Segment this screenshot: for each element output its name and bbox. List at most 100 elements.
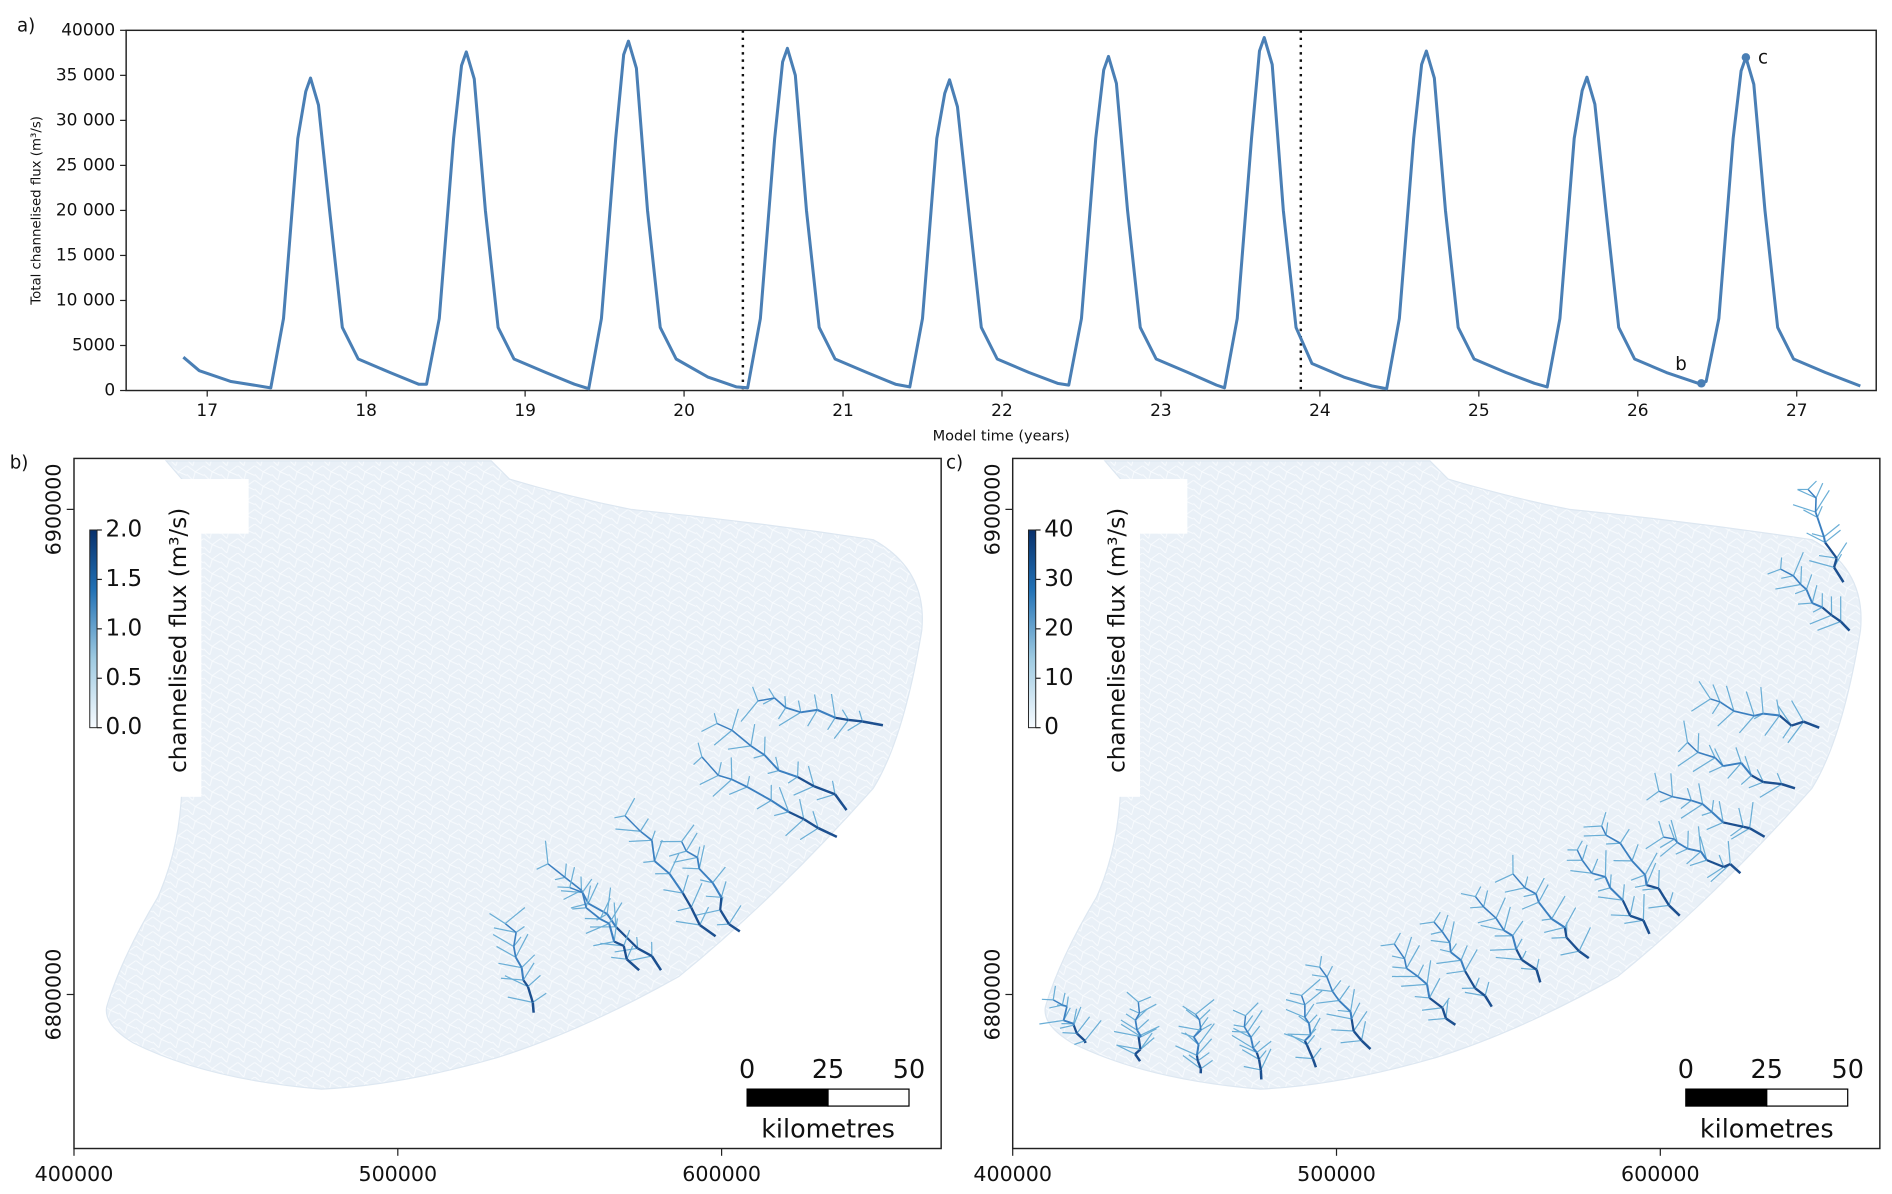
channel: [1511, 935, 1518, 950]
channel-branch: [1686, 851, 1702, 865]
channel: [1257, 1059, 1263, 1071]
channel-branch: [1504, 887, 1525, 893]
channel-branch: [626, 945, 634, 960]
channel-branch: [1817, 620, 1841, 631]
channel-branch: [585, 923, 610, 935]
channel-branch: [663, 889, 683, 894]
channel: [1417, 975, 1428, 986]
colorbar-tick-label: 20: [1044, 615, 1073, 641]
channel-branch: [1351, 1002, 1361, 1020]
channel: [1749, 827, 1766, 838]
channel: [1441, 931, 1451, 944]
notch: [200, 479, 249, 534]
channel: [1198, 1019, 1202, 1031]
channel-branch: [774, 811, 789, 817]
scale-bar-segment: [1685, 1088, 1768, 1107]
channel-branch: [1178, 1025, 1202, 1031]
channel-branch: [1605, 822, 1609, 836]
channel: [1521, 958, 1538, 971]
channel: [1403, 958, 1408, 969]
channel: [1646, 883, 1659, 890]
channel-branch: [1196, 1038, 1213, 1056]
channel: [1250, 1037, 1255, 1049]
channel-branch: [673, 856, 698, 863]
channel: [1816, 517, 1825, 538]
scale-bar-label: 25: [812, 1055, 844, 1085]
channel: [1604, 876, 1612, 889]
channel-branch: [1241, 1049, 1260, 1060]
channel-branch: [1551, 895, 1566, 920]
x-tick-label: 19: [514, 401, 536, 421]
channel-branch: [1258, 1050, 1267, 1060]
channel-branch: [1470, 906, 1484, 909]
channel-branch: [1195, 999, 1215, 1015]
channel-branch: [1780, 557, 1783, 570]
channel-branch: [564, 863, 567, 878]
channel-branch: [1730, 826, 1744, 837]
channel: [1192, 1036, 1200, 1046]
channel-branch: [1791, 700, 1805, 722]
channel: [1714, 757, 1724, 767]
channel-branch: [1449, 921, 1455, 943]
channel: [1750, 774, 1764, 784]
channel: [1781, 782, 1796, 790]
channel-branch: [1576, 840, 1583, 851]
channel-branch: [1441, 914, 1449, 932]
channel-branch: [515, 933, 529, 958]
channel-branch: [1787, 721, 1805, 744]
channel: [1672, 795, 1692, 802]
channel-branch: [1393, 932, 1401, 945]
channel: [1352, 1030, 1363, 1042]
y-axis-label: Total channelised flux (m³/s): [29, 116, 44, 306]
channel-branch: [1699, 836, 1708, 861]
x-tick-label: 400000: [35, 1162, 114, 1186]
channel-branch: [1708, 744, 1716, 758]
channel: [1740, 762, 1753, 777]
colorbar-tick-label: 0.0: [106, 714, 143, 740]
channel-branch: [593, 940, 615, 947]
channel: [1591, 872, 1606, 878]
channel-branch: [682, 867, 700, 870]
channel: [1821, 606, 1833, 617]
channel: [625, 958, 640, 972]
channel-branch: [1138, 1025, 1160, 1037]
channel: [1814, 511, 1819, 518]
channel: [797, 775, 815, 788]
channel-branch: [1464, 991, 1486, 997]
scale-bar-segment: [827, 1088, 910, 1107]
channel-branch: [793, 785, 815, 796]
channel-branch: [1797, 602, 1813, 605]
channel: [1710, 698, 1721, 703]
channel-branch: [1421, 1007, 1443, 1011]
channel: [1657, 887, 1671, 907]
channel-branch: [807, 709, 818, 727]
channel: [564, 876, 582, 891]
channel-branch: [1680, 803, 1703, 819]
channel: [711, 882, 723, 898]
channel: [1524, 887, 1537, 895]
channel: [1483, 906, 1497, 919]
channel-branch: [847, 720, 863, 732]
channel-branch: [614, 815, 626, 819]
channel: [1723, 862, 1731, 869]
channel-branch: [1360, 1021, 1367, 1041]
scale-bar-unit: kilometres: [761, 1114, 895, 1144]
channel: [531, 1002, 535, 1013]
y-tick-label: 15 000: [56, 245, 115, 265]
channel-branch: [628, 839, 652, 843]
y-tick-label: 40000: [61, 20, 115, 40]
x-tick-label: 24: [1309, 401, 1331, 421]
channel-branch: [1622, 884, 1625, 901]
channel: [608, 923, 616, 942]
channel-branch: [727, 745, 751, 750]
channel-branch: [615, 828, 641, 832]
channel-branch: [1340, 1039, 1362, 1044]
channel: [1134, 1012, 1141, 1021]
channel-branch: [1824, 529, 1841, 543]
channel-branch: [1541, 918, 1552, 921]
channel-branch: [1120, 1023, 1142, 1038]
channel-branch: [1250, 1025, 1261, 1038]
channel-branch: [1326, 1013, 1352, 1020]
channel: [800, 708, 818, 714]
channel-branch: [1126, 991, 1139, 1003]
